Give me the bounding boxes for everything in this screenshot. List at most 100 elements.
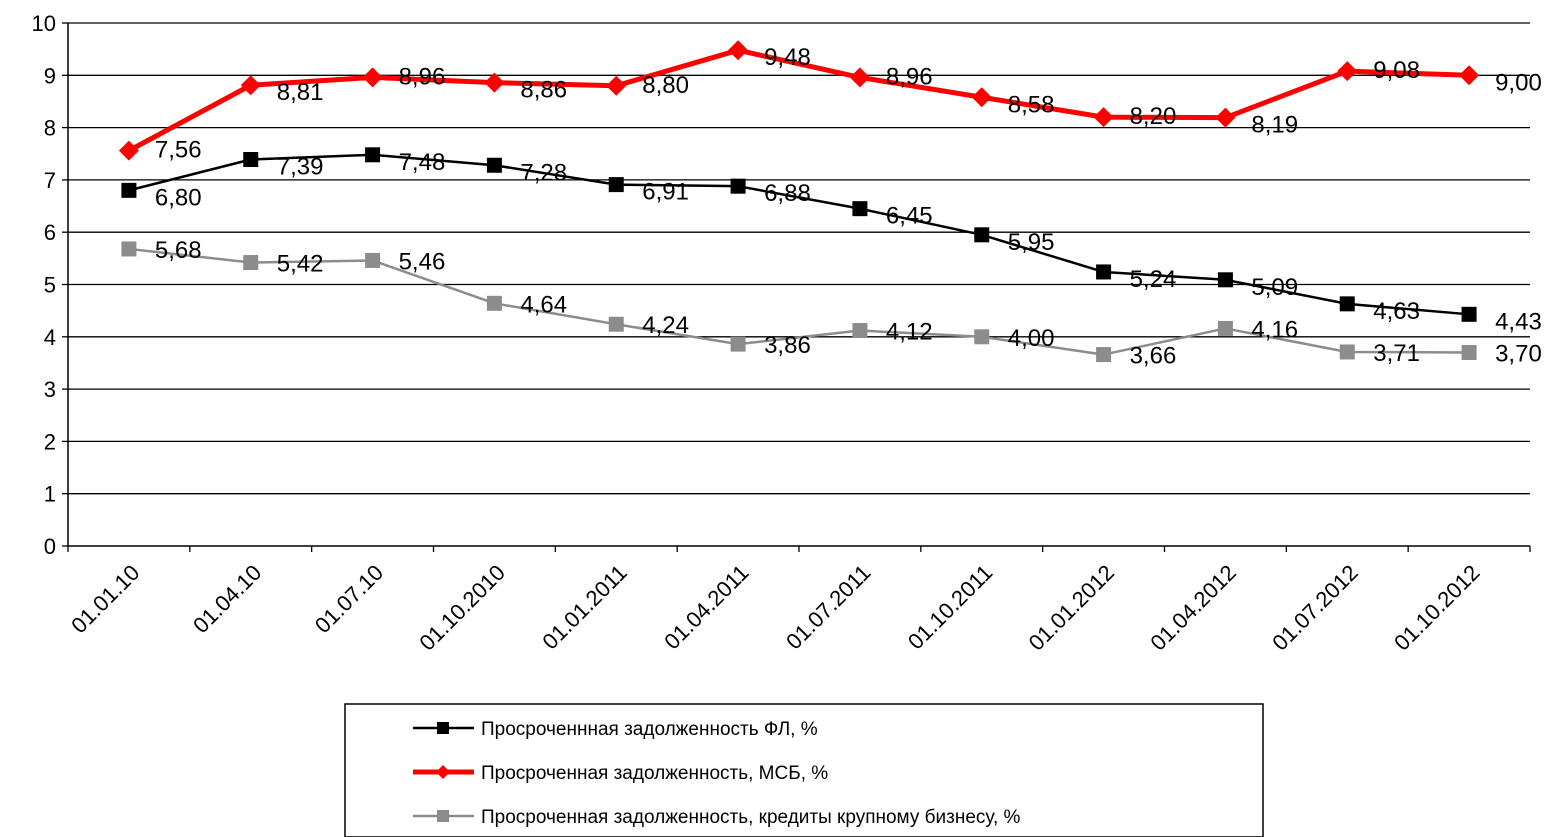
- x-tick-label: 01.07.10: [310, 560, 388, 638]
- data-label: 9,00: [1495, 69, 1542, 96]
- y-tick-label: 3: [44, 377, 56, 402]
- data-label: 8,19: [1251, 112, 1298, 139]
- data-point-marker: [608, 177, 624, 193]
- data-label: 3,70: [1495, 340, 1542, 367]
- data-label: 7,28: [520, 159, 567, 186]
- y-tick-label: 5: [44, 273, 56, 298]
- data-point-marker: [240, 75, 261, 96]
- data-label: 3,71: [1373, 340, 1420, 367]
- data-label: 5,68: [155, 237, 202, 264]
- data-point-marker: [974, 329, 990, 345]
- series-line: [128, 247, 1470, 356]
- legend-marker: [437, 810, 449, 822]
- data-labels: 6,80 7,39 7,48 7,28 6,91 6,88 6,45 5,95 5,24 5,09…: [155, 44, 1542, 369]
- y-tick-label: 4: [44, 325, 56, 350]
- x-tick-label: 01.04.10: [188, 560, 266, 638]
- y-tick-label: 0: [44, 534, 56, 559]
- y-tick-label: 8: [44, 116, 56, 141]
- x-tick-label: 01.10.2012: [1389, 560, 1485, 656]
- data-point-marker: [1093, 107, 1114, 128]
- data-point-marker: [1459, 65, 1480, 86]
- data-point-marker: [608, 316, 624, 332]
- data-point-marker: [486, 295, 502, 311]
- data-point-marker: [1217, 272, 1233, 288]
- x-tick-label: 01.01.10: [66, 560, 144, 638]
- x-tick-label: 01.07.2012: [1267, 560, 1363, 656]
- data-point-marker: [1337, 61, 1358, 82]
- legend-box: [344, 703, 1264, 837]
- data-label: 3,66: [1130, 343, 1177, 370]
- data-label: 6,88: [764, 180, 811, 207]
- data-point-marker: [728, 40, 749, 61]
- data-point-marker: [1215, 107, 1236, 128]
- data-label: 8,58: [1008, 91, 1055, 118]
- data-point-marker: [243, 152, 259, 168]
- data-label: 8,86: [520, 77, 567, 104]
- legend-marker: [437, 722, 449, 734]
- data-label: 7,48: [399, 149, 446, 176]
- data-label: 4,16: [1251, 316, 1298, 343]
- legend-items: Просроченнная задолженность ФЛ, % Просроч…: [413, 719, 1021, 828]
- x-tick-labels: 01.01.10 01.04.10 01.07.10 01.10.2010 01.01.…: [66, 560, 1484, 656]
- series-line: [127, 47, 1470, 153]
- y-tick-label: 2: [44, 429, 56, 454]
- x-tick-label: 01.01.2011: [537, 560, 631, 654]
- data-point-marker: [849, 67, 870, 88]
- legend-label: Просроченная задолженность, МСБ, %: [481, 763, 828, 784]
- data-label: 7,56: [155, 137, 202, 164]
- data-label: 5,09: [1251, 274, 1298, 301]
- legend-marker: [436, 765, 450, 779]
- x-tick-label: 01.10.2010: [414, 560, 510, 656]
- data-point-marker: [484, 72, 505, 93]
- data-label: 8,96: [886, 63, 933, 90]
- data-point-marker: [1339, 344, 1355, 360]
- series-lines: [118, 40, 1480, 363]
- legend-label: Просроченная задолженность, кредиты круп…: [481, 807, 1021, 828]
- data-label: 9,48: [764, 44, 811, 71]
- x-tick-label: 01.04.2011: [659, 560, 753, 654]
- data-point-marker: [1339, 296, 1355, 312]
- series-line: [128, 153, 1470, 316]
- data-label: 5,46: [399, 248, 446, 275]
- data-point-marker: [365, 252, 381, 268]
- data-point-marker: [852, 201, 868, 217]
- x-tick-label: 01.07.2011: [781, 560, 875, 654]
- data-point-marker: [1096, 347, 1112, 363]
- data-label: 5,42: [277, 251, 324, 278]
- data-point-marker: [486, 157, 502, 173]
- legend: Просроченнная задолженность ФЛ, % Просроч…: [344, 703, 1264, 837]
- data-label: 4,64: [520, 291, 567, 318]
- data-label: 7,39: [277, 154, 324, 181]
- data-label: 8,81: [277, 79, 324, 106]
- data-point-marker: [852, 323, 868, 339]
- data-label: 6,45: [886, 203, 933, 230]
- data-point-marker: [730, 178, 746, 194]
- data-point-marker: [362, 67, 383, 88]
- data-point-marker: [365, 147, 381, 163]
- data-label: 4,24: [642, 312, 689, 339]
- data-point-marker: [118, 140, 139, 161]
- y-tick-label: 7: [44, 168, 56, 193]
- x-tick-label: 01.01.2012: [1024, 560, 1120, 656]
- data-point-marker: [730, 336, 746, 352]
- y-tick-label: 10: [32, 11, 56, 36]
- data-point-marker: [121, 241, 137, 257]
- data-label: 4,43: [1495, 308, 1542, 335]
- y-tick-label: 9: [44, 63, 56, 88]
- data-label: 5,24: [1130, 266, 1177, 293]
- data-point-marker: [1461, 306, 1477, 322]
- data-label: 4,12: [886, 319, 933, 346]
- data-label: 8,20: [1130, 103, 1177, 130]
- data-label: 5,95: [1008, 229, 1055, 256]
- data-label: 9,08: [1373, 57, 1420, 84]
- gridlines: [68, 22, 1530, 495]
- data-label: 6,80: [155, 184, 202, 211]
- data-label: 4,63: [1373, 298, 1420, 325]
- data-label: 4,00: [1008, 325, 1055, 352]
- y-tick-label: 1: [44, 482, 56, 507]
- data-point-marker: [974, 227, 990, 243]
- x-tick-label: 01.04.2012: [1145, 560, 1241, 656]
- y-tick-label: 6: [44, 220, 56, 245]
- x-tick-label: 01.10.2011: [903, 560, 997, 654]
- data-point-marker: [971, 87, 992, 108]
